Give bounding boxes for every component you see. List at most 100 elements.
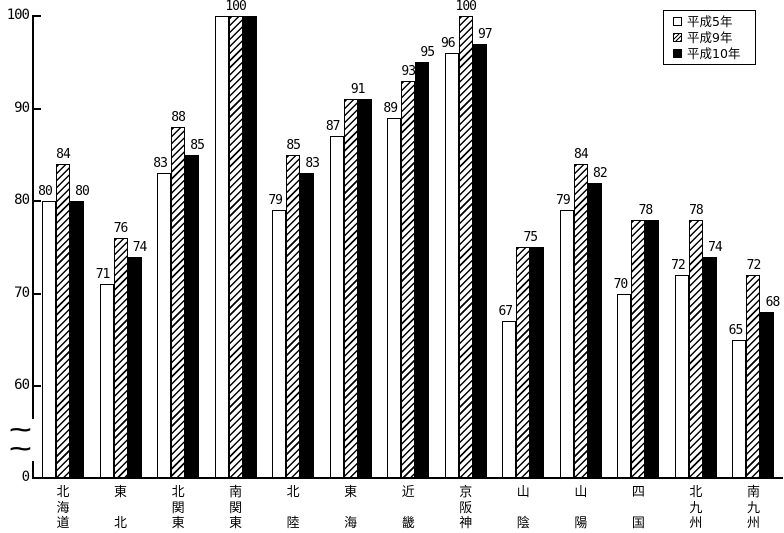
bar-value-label: 83 (305, 156, 320, 172)
bar-山陰-平成10年 (530, 247, 545, 479)
bar-value-label: 93 (401, 63, 416, 79)
x-category-char: 北 (171, 485, 185, 500)
legend-marker-hatched (673, 33, 682, 42)
bar-東海-平成5年 (329, 136, 344, 479)
bar-value-label: 80 (38, 184, 53, 199)
legend-label: 平成10年 (687, 46, 741, 61)
bar-value-label: 68 (765, 295, 781, 310)
y-axis-line-upper (32, 15, 34, 419)
y-tick-label: 90 (14, 99, 30, 116)
x-category-label-東北: 東北 (100, 486, 142, 531)
y-origin-label: 0 (21, 469, 30, 485)
y-tick (34, 107, 41, 110)
x-category-char: 南 (746, 485, 760, 500)
bar-value-label: 72 (671, 258, 686, 273)
x-category-char: 海 (56, 500, 70, 516)
x-category-char: 州 (746, 516, 760, 531)
y-tick (34, 292, 41, 295)
y-tick-label: 60 (14, 377, 30, 393)
bar-value-label: 84 (574, 147, 589, 162)
bar-南九州-平成10年 (760, 312, 775, 479)
bar-value-label: 87 (325, 119, 341, 135)
bar-北関東-平成9年 (171, 127, 186, 479)
bar-近畿-平成10年 (415, 62, 430, 479)
bar-value-label: 79 (268, 193, 283, 209)
bar-value-label: 74 (708, 239, 723, 255)
x-category-char: 京 (459, 485, 473, 500)
bar-北海道-平成9年 (56, 164, 70, 479)
x-category-label-南九州: 南九州 (732, 486, 774, 531)
bar-value-label: 76 (113, 221, 129, 236)
bar-京阪神-平成9年 (458, 16, 473, 479)
legend: 平成5年平成9年平成10年 (663, 10, 756, 65)
y-tick (34, 200, 41, 202)
bar-山陽-平成10年 (587, 182, 602, 479)
bar-value-label: 85 (286, 137, 301, 153)
bar-北陸-平成10年 (300, 173, 315, 479)
x-category-char: 東 (171, 516, 185, 531)
x-axis-line (32, 477, 783, 479)
x-category-char: 州 (689, 516, 703, 531)
legend-item-平成10年: 平成10年 (673, 47, 755, 60)
bar-北関東-平成5年 (157, 173, 172, 479)
bar-北関東-平成10年 (185, 154, 200, 479)
bar-京阪神-平成10年 (472, 43, 487, 479)
x-category-char: 神 (459, 516, 473, 531)
x-category-char: 海 (344, 516, 358, 531)
x-category-char: 九 (746, 500, 760, 516)
y-tick (34, 15, 41, 17)
bar-山陰-平成9年 (516, 247, 531, 479)
x-category-char: 畿 (401, 516, 415, 531)
bar-value-label: 82 (593, 165, 608, 181)
x-category-char: 関 (229, 500, 243, 516)
y-tick (34, 385, 41, 387)
x-category-label-北海道: 北海道 (42, 486, 84, 531)
bar-value-label: 89 (383, 100, 398, 116)
legend-item-平成9年: 平成9年 (673, 31, 755, 44)
x-category-char: 東 (114, 485, 128, 500)
x-category-char: 近 (401, 485, 415, 500)
bar-東北-平成10年 (127, 256, 142, 479)
x-category-char: 北 (56, 485, 70, 500)
axis-break-mark: ~ (9, 417, 32, 441)
bar-value-label: 96 (440, 36, 456, 51)
x-category-char: 道 (56, 516, 70, 531)
x-category-char: 南 (229, 485, 243, 500)
bar-山陰-平成5年 (502, 321, 517, 479)
bar-value-label: 91 (350, 82, 366, 98)
bar-value-label: 78 (638, 202, 654, 218)
x-category-label-山陽: 山陽 (560, 486, 602, 531)
bar-value-label: 70 (613, 276, 629, 292)
x-category-char: 陰 (516, 516, 530, 531)
x-category-char: 東 (344, 485, 358, 500)
x-category-char: 関 (171, 500, 185, 516)
x-category-label-近畿: 近畿 (387, 486, 429, 531)
bar-北九州-平成10年 (702, 256, 717, 479)
x-category-char: 東 (229, 516, 243, 531)
bar-value-label: 71 (95, 267, 111, 283)
bar-value-label: 95 (420, 45, 435, 61)
bar-北九州-平成5年 (674, 275, 689, 479)
bar-東北-平成5年 (99, 284, 114, 479)
bar-value-label: 97 (477, 26, 493, 42)
x-category-label-北関東: 北関東 (157, 486, 199, 531)
x-category-label-四国: 四国 (617, 486, 659, 531)
bar-value-label: 100 (225, 0, 246, 14)
bar-東海-平成9年 (343, 99, 358, 479)
bar-東海-平成10年 (357, 99, 372, 479)
x-category-char: 陽 (574, 516, 588, 531)
legend-marker-white (673, 17, 682, 26)
x-category-char: 山 (574, 485, 588, 500)
x-category-label-南関東: 南関東 (215, 486, 257, 531)
bar-南関東-平成10年 (242, 16, 257, 479)
bar-四国-平成5年 (617, 293, 632, 479)
bar-value-label: 72 (746, 258, 762, 273)
x-category-char: 国 (631, 516, 645, 531)
bar-南関東-平成9年 (228, 16, 243, 479)
bar-value-label: 83 (153, 156, 168, 172)
bar-北海道-平成5年 (42, 201, 56, 479)
y-tick-label: 80 (14, 192, 30, 208)
bar-value-label: 67 (498, 304, 513, 320)
bar-value-label: 75 (523, 230, 538, 246)
legend-item-平成5年: 平成5年 (673, 15, 755, 28)
